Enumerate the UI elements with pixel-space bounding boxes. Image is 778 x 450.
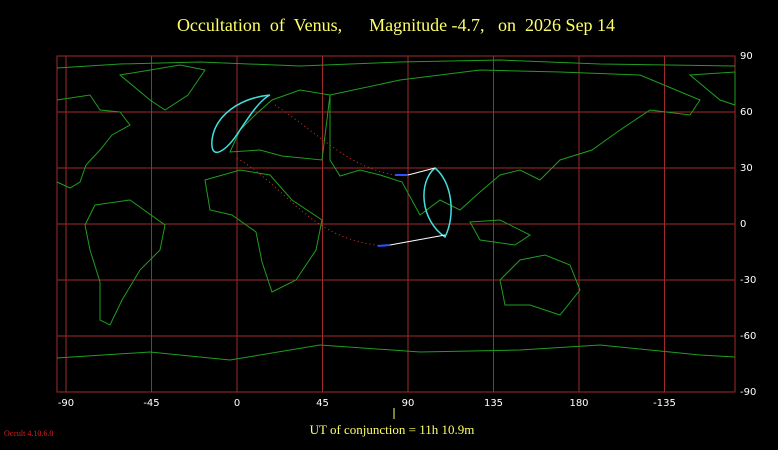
- south-america: [84, 199, 166, 326]
- lat-tick-label: -60: [740, 331, 756, 342]
- europe: [229, 89, 331, 161]
- coastlines: [56, 59, 736, 361]
- lat-tick-label: -30: [740, 275, 756, 286]
- lat-tick-label: -90: [740, 387, 756, 398]
- africa: [204, 169, 323, 293]
- indonesia: [469, 219, 531, 246]
- occultation-path: [211, 94, 452, 247]
- lat-tick-label: 90: [740, 51, 753, 62]
- version-label: Occult 4.10.6.0: [4, 429, 53, 438]
- lat-tick-label: 60: [740, 107, 753, 118]
- alaska: [688, 71, 736, 106]
- lon-tick-label: -135: [653, 398, 676, 409]
- asia: [329, 69, 701, 216]
- limit-curve: [211, 94, 271, 153]
- lon-tick-label: -45: [143, 398, 159, 409]
- conjunction-label: UT of conjunction = 11h 10.9m: [310, 422, 475, 437]
- limit-curve: [423, 167, 452, 239]
- title: Occultation of Venus, Magnitude -4.7, on…: [177, 15, 615, 35]
- dotted-limit: [274, 104, 396, 176]
- lon-tick-label: 90: [402, 398, 415, 409]
- lon-tick-label: -90: [58, 398, 74, 409]
- lat-tick-label: 0: [740, 219, 746, 230]
- limit-line: [407, 167, 436, 176]
- lon-tick-label: 45: [316, 398, 329, 409]
- antarctica: [56, 344, 736, 361]
- australia: [499, 254, 581, 316]
- blue-segment: [377, 244, 391, 247]
- limit-line: [389, 234, 446, 246]
- greenland: [118, 64, 206, 111]
- arctic-coast: [56, 59, 736, 69]
- lon-tick-label: 135: [484, 398, 503, 409]
- lon-tick-label: 0: [234, 398, 240, 409]
- lat-tick-label: 30: [740, 163, 753, 174]
- north-america: [56, 94, 131, 189]
- grid: [56, 55, 736, 393]
- lon-tick-label: 180: [569, 398, 588, 409]
